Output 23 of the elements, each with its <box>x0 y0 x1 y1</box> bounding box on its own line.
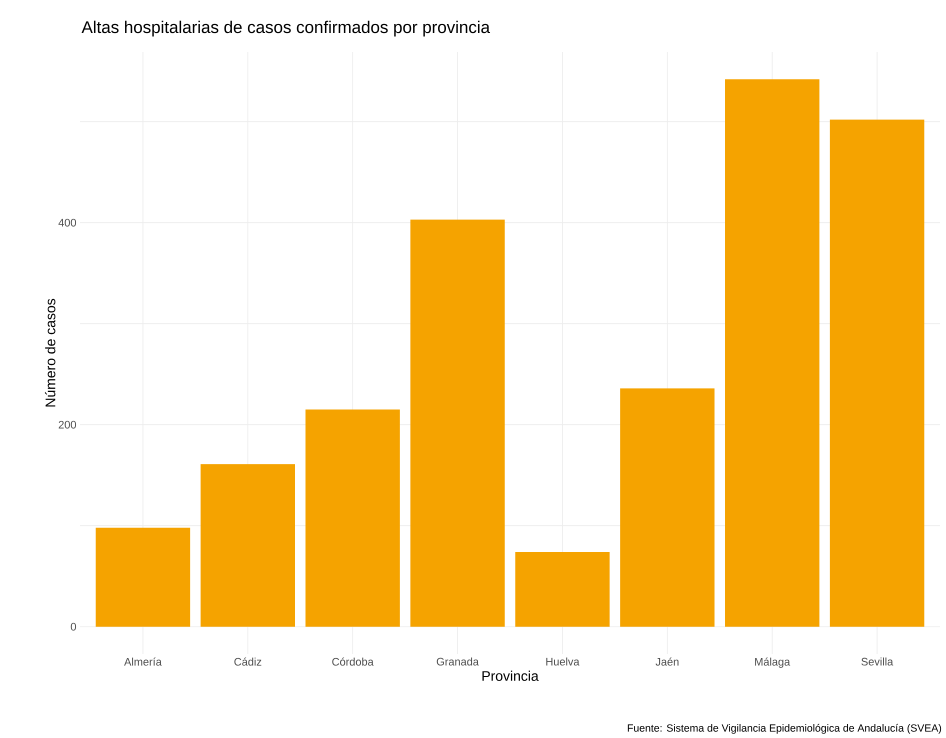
bar <box>620 388 715 627</box>
x-tick-label: Granada <box>436 658 479 666</box>
x-tick-label: Sevilla <box>861 658 894 666</box>
bar <box>830 120 924 627</box>
y-tick-label: 0 <box>70 622 76 631</box>
x-tick-label: Huelva <box>546 658 580 666</box>
source-note: Fuente: Sistema de Vigilancia Epidemiológica de Andalucía (SVEA) <box>628 724 942 734</box>
y-tick-label: 400 <box>58 218 76 227</box>
x-tick-label: Córdoba <box>332 658 374 666</box>
chart-title: Altas hospitalarias de casos confirmados por provincia <box>82 20 490 36</box>
x-axis-title: Provincia <box>482 670 539 681</box>
bar <box>725 79 820 627</box>
bar <box>200 464 296 627</box>
y-axis-title: Número de casos <box>44 298 56 406</box>
x-tick-label: Cádiz <box>234 658 262 666</box>
x-tick-label: Málaga <box>755 658 790 668</box>
bar <box>515 552 610 627</box>
bar <box>305 410 400 627</box>
bar <box>410 220 505 627</box>
x-tick-label: Jaén <box>656 658 678 666</box>
x-tick-label: Almería <box>124 658 162 666</box>
bar <box>96 528 190 627</box>
y-tick-label: 200 <box>58 420 76 429</box>
